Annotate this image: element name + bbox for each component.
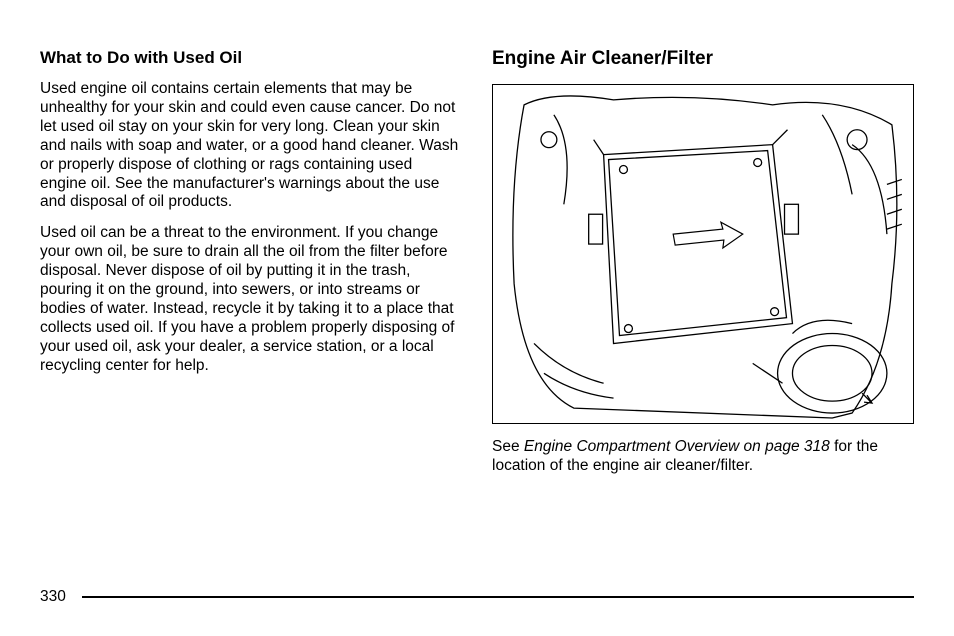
page-footer: 330 — [40, 588, 914, 606]
engine-diagram-figure — [492, 84, 914, 424]
left-heading: What to Do with Used Oil — [40, 48, 462, 68]
left-paragraph-2: Used oil can be a threat to the environm… — [40, 224, 462, 375]
right-column: Engine Air Cleaner/Filter — [492, 48, 914, 476]
caption-reference: Engine Compartment Overview on page 318 — [524, 438, 830, 455]
page-number: 330 — [40, 588, 66, 606]
caption-prefix: See — [492, 438, 524, 455]
left-paragraph-1: Used engine oil contains certain element… — [40, 80, 462, 212]
content-columns: What to Do with Used Oil Used engine oil… — [40, 48, 914, 476]
figure-caption: See Engine Compartment Overview on page … — [492, 438, 914, 476]
right-heading: Engine Air Cleaner/Filter — [492, 48, 914, 70]
footer-rule — [82, 596, 914, 598]
engine-air-cleaner-illustration — [493, 85, 913, 423]
left-column: What to Do with Used Oil Used engine oil… — [40, 48, 462, 476]
